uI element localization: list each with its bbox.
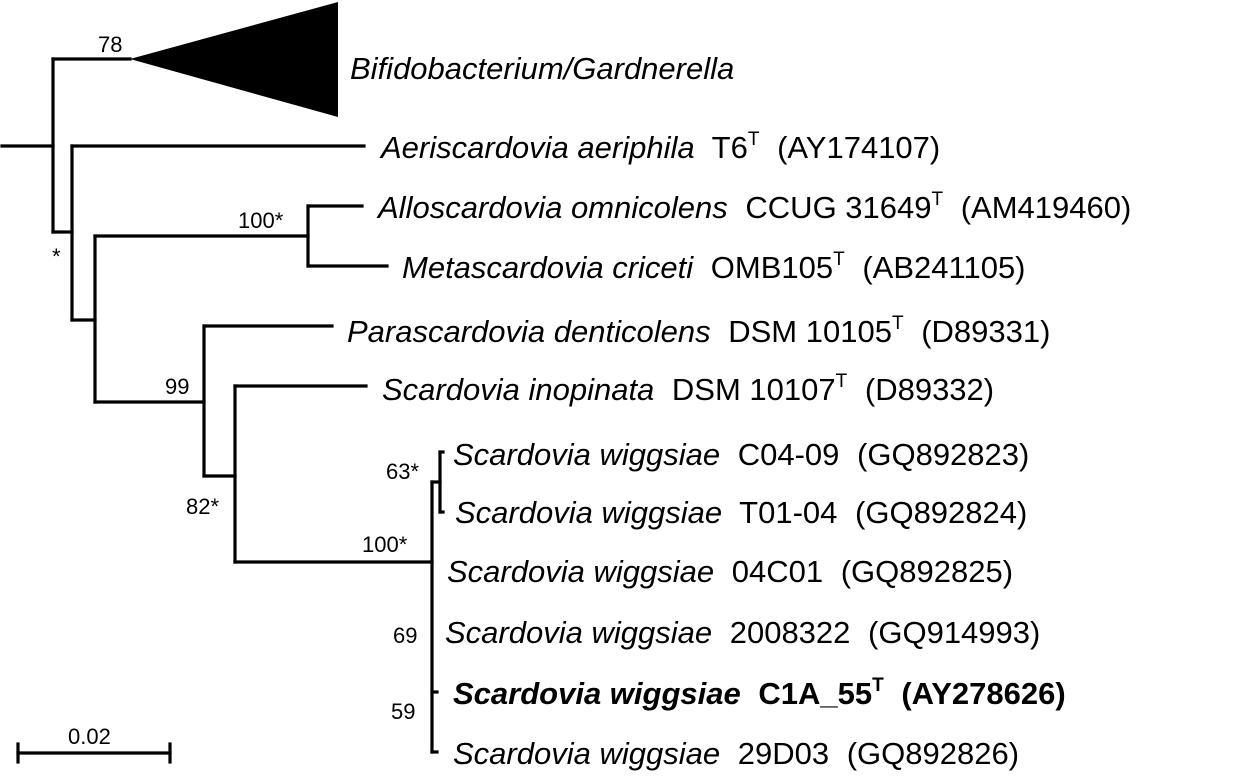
taxon-strain: DSM 10105: [728, 314, 892, 349]
taxon-strain: C1A_55: [758, 676, 872, 711]
taxon-name: Scardovia wiggsiae: [447, 554, 714, 589]
taxon-accession: (AM419460): [961, 190, 1132, 225]
type-strain-marker: T: [892, 313, 904, 334]
taxon-label-sw-c1a55-type-strain: Scardovia wiggsiae C1A_55T (AY278626): [453, 663, 1066, 711]
taxon-accession: (AB241105): [862, 250, 1025, 285]
taxon-label-scardovia-inopinata: Scardovia inopinata DSM 10107T (D89332): [382, 359, 994, 407]
taxon-strain: OMB105: [711, 250, 833, 285]
support-values: 78 * 100* 99 82* 100* 63* 69 59: [52, 32, 419, 724]
support-69: 69: [393, 623, 417, 648]
support-59: 59: [391, 699, 415, 724]
taxon-accession: (AY278626): [901, 676, 1065, 711]
taxon-name: Alloscardovia omnicolens: [376, 190, 728, 225]
taxon-label-aeriscardovia: Aeriscardovia aeriphila T6T (AY174107): [379, 117, 940, 165]
taxon-strain: 29D03: [738, 736, 829, 771]
taxon-label-sw-c0409: Scardovia wiggsiae C04-09 (GQ892823): [453, 437, 1029, 472]
taxon-accession: (GQ892825): [841, 554, 1013, 589]
taxon-name: Scardovia wiggsiae: [453, 676, 741, 711]
taxon-name: Parascardovia denticolens: [347, 314, 711, 349]
scale-bar: 0.02: [16, 724, 172, 764]
type-strain-marker: T: [833, 249, 845, 270]
taxon-strain: T6: [712, 130, 748, 165]
type-strain-marker: T: [836, 371, 848, 392]
taxon-name: Scardovia wiggsiae: [445, 615, 712, 650]
taxon-name: Scardovia wiggsiae: [453, 736, 720, 771]
taxon-accession: (GQ914993): [868, 615, 1040, 650]
taxon-name: Scardovia wiggsiae: [453, 437, 720, 472]
taxon-label-metascardovia: Metascardovia criceti OMB105T (AB241105): [402, 237, 1026, 285]
taxon-strain: DSM 10107: [672, 372, 836, 407]
taxon-strain: C04-09: [738, 437, 840, 472]
scale-bar-label: 0.02: [68, 724, 111, 749]
taxon-accession: (D89332): [865, 372, 994, 407]
taxon-strain: 04C01: [732, 554, 823, 589]
taxon-accession: (D89331): [921, 314, 1050, 349]
taxon-label-sw-t0104: Scardovia wiggsiae T01-04 (GQ892824): [455, 495, 1027, 530]
taxon-accession: (GQ892823): [857, 437, 1029, 472]
collapsed-clade-triangle: [130, 2, 338, 117]
taxon-label-alloscardovia: Alloscardovia omnicolens CCUG 31649T (AM…: [376, 177, 1131, 225]
type-strain-marker: T: [748, 129, 760, 150]
taxon-accession: (AY174107): [777, 130, 940, 165]
support-bifido: 78: [98, 32, 122, 57]
collapsed-clade-label: Bifidobacterium/Gardnerella: [350, 51, 734, 86]
support-root-split: *: [52, 244, 61, 269]
taxon-name: Scardovia inopinata: [382, 372, 654, 407]
taxon-name: Metascardovia criceti: [402, 250, 694, 285]
taxon-strain: T01-04: [739, 495, 837, 530]
support-c04-t01: 63*: [386, 459, 419, 484]
tree-branches: [0, 57, 445, 754]
support-allo-meta: 100*: [238, 208, 284, 233]
taxon-strain: CCUG 31649: [745, 190, 931, 225]
type-strain-marker: T: [872, 675, 884, 696]
type-strain-marker: T: [932, 189, 944, 210]
taxon-label-parascardovia: Parascardovia denticolens DSM 10105T (D8…: [347, 301, 1050, 349]
taxon-name: Aeriscardovia aeriphila: [379, 130, 695, 165]
taxon-name: Scardovia wiggsiae: [455, 495, 722, 530]
taxon-accession: (GQ892826): [847, 736, 1019, 771]
taxon-label-sw-29d03: Scardovia wiggsiae 29D03 (GQ892826): [453, 736, 1019, 771]
support-wiggsiae: 100*: [362, 532, 408, 557]
taxon-strain: 2008322: [730, 615, 851, 650]
taxon-label-sw-2008322: Scardovia wiggsiae 2008322 (GQ914993): [445, 615, 1040, 650]
taxon-label-sw-04c01: Scardovia wiggsiae 04C01 (GQ892825): [447, 554, 1013, 589]
support-scardovia: 82*: [186, 494, 219, 519]
taxon-accession: (GQ892824): [855, 495, 1027, 530]
support-para-scard: 99: [165, 374, 189, 399]
